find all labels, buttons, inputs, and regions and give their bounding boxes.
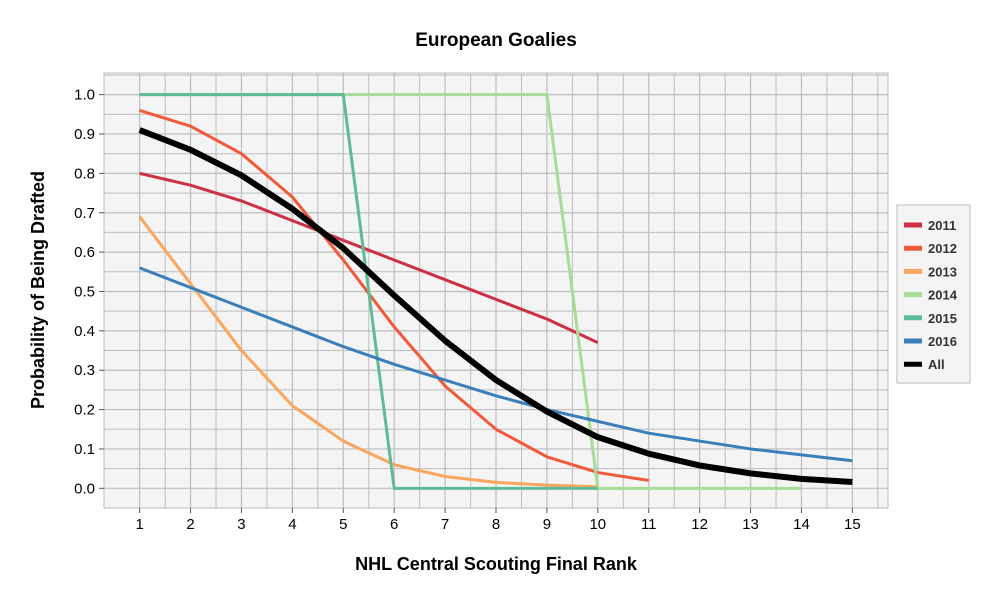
x-tick-label: 8 (492, 516, 500, 533)
legend-label-2014: 2014 (928, 288, 958, 303)
y-tick-label: 0.1 (74, 441, 95, 458)
x-tick-label: 10 (589, 516, 606, 533)
y-axis-label: Probability of Being Drafted (28, 171, 48, 409)
series-line-2015 (139, 93, 598, 490)
y-tick-label: 1.0 (74, 87, 95, 104)
y-tick-label: 0.9 (74, 126, 95, 143)
x-tick-label: 13 (742, 516, 759, 533)
x-tick-label: 3 (237, 516, 245, 533)
x-tick-label: 14 (793, 516, 810, 533)
y-tick-label: 0.6 (74, 244, 95, 261)
y-tick-label: 0.5 (74, 283, 95, 300)
x-tick-label: 5 (339, 516, 347, 533)
y-tick-label: 0.3 (74, 362, 95, 379)
x-tick-label: 6 (390, 516, 398, 533)
x-tick-label: 11 (641, 516, 657, 533)
x-tick-label: 4 (288, 516, 296, 533)
x-axis-label: NHL Central Scouting Final Rank (355, 554, 638, 574)
legend-label-2012: 2012 (928, 241, 957, 256)
series-line-2016 (139, 266, 853, 463)
y-tick-label: 0.0 (74, 480, 95, 497)
y-tick-label: 0.4 (74, 323, 95, 340)
series-line-2013 (138, 215, 598, 489)
legend-label-2015: 2015 (928, 311, 957, 326)
x-tick-label: 15 (844, 516, 861, 533)
y-tick-label: 0.7 (74, 205, 95, 222)
x-tick-label: 9 (543, 516, 551, 533)
series-line-all (138, 127, 853, 486)
chart-title: European Goalies (415, 30, 577, 51)
y-tick-label: 0.2 (74, 402, 95, 419)
x-tick-label: 12 (691, 516, 708, 533)
legend-label-2013: 2013 (928, 264, 957, 279)
legend-label-2011: 2011 (928, 218, 956, 233)
legend-label-all: All (928, 357, 945, 372)
x-tick-label: 7 (441, 516, 449, 533)
legend-label-2016: 2016 (928, 334, 957, 349)
series-line-2012 (139, 108, 649, 482)
series-line-2011 (139, 171, 599, 345)
y-tick-label: 0.8 (74, 165, 95, 182)
x-tick-label: 1 (135, 516, 143, 533)
x-tick-label: 2 (186, 516, 194, 533)
